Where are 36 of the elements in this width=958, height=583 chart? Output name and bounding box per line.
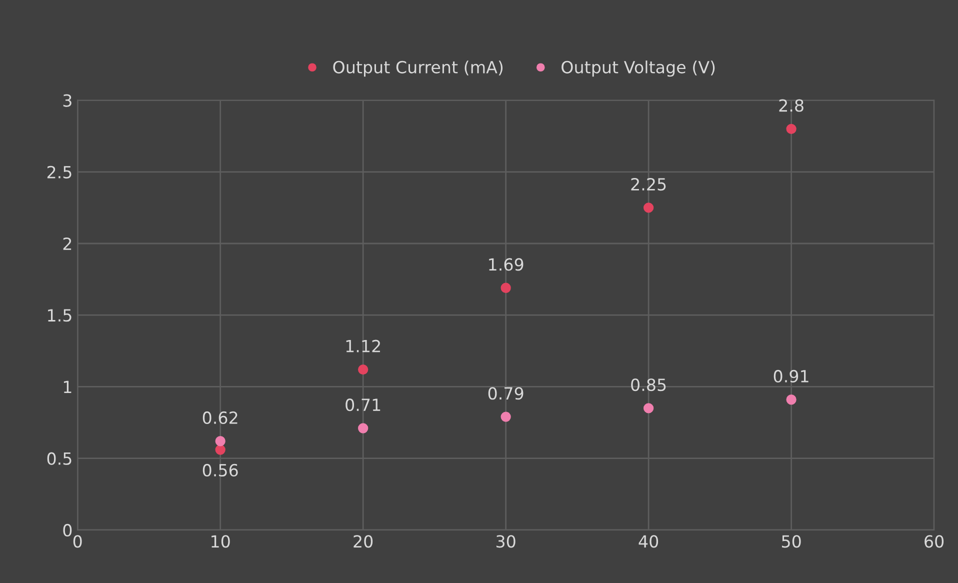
point (215, 436, 226, 446)
point (643, 403, 654, 414)
y-tick-label: 2.5 (47, 166, 72, 178)
data-label: 0.56 (202, 464, 238, 477)
point (500, 412, 511, 422)
data-label: 0.91 (774, 370, 808, 382)
x-tick-label: 50 (782, 535, 801, 548)
data-label: 2.8 (779, 99, 804, 112)
y-tick-label: 3 (63, 94, 72, 107)
data-label: 0.79 (488, 387, 524, 400)
x-tick-label: 20 (354, 535, 373, 548)
point (786, 394, 796, 405)
data-label: 1.12 (346, 340, 380, 352)
point (500, 282, 511, 293)
x-tick-label: 30 (496, 535, 516, 548)
y-tick-label: 0.5 (47, 452, 72, 465)
data-label: 0.62 (202, 411, 238, 424)
point (358, 364, 368, 375)
y-tick-label: 2 (63, 237, 72, 250)
point (215, 444, 226, 455)
x-tick-label: 10 (212, 535, 230, 548)
y-tick-label: 0 (63, 524, 72, 537)
data-label: 0.85 (631, 378, 666, 392)
point (786, 124, 796, 134)
y-tick-label: 1 (64, 380, 72, 394)
legend-label: Output Current (mA) (333, 60, 503, 77)
data-label: 2.25 (631, 178, 666, 191)
legend-label: Output Voltage (V) (562, 60, 715, 77)
y-tick-label: 1.5 (48, 309, 72, 322)
x-tick-label: 60 (924, 535, 944, 548)
point (643, 202, 654, 213)
data-label: 0.71 (346, 398, 380, 412)
point (358, 423, 368, 434)
x-tick-label: 40 (638, 535, 658, 548)
data-label: 1.69 (489, 258, 524, 271)
x-tick-label: 0 (73, 535, 82, 548)
